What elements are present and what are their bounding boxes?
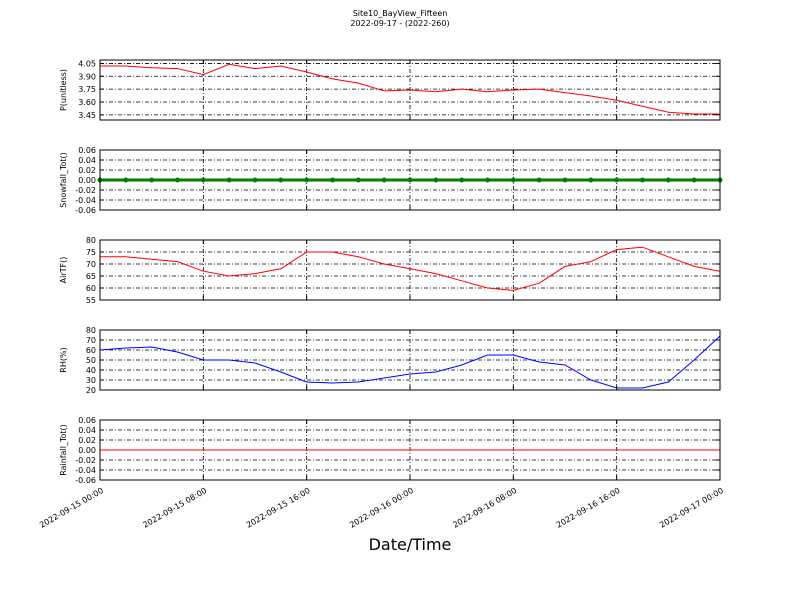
y-tick-label: 0.00: [78, 446, 96, 455]
y-tick-label: 3.60: [78, 98, 96, 107]
y-tick-label: 0.04: [78, 426, 96, 435]
data-point: [278, 177, 284, 183]
y-tick-label: 20: [86, 386, 96, 395]
y-tick-label: -0.02: [75, 186, 96, 195]
data-point: [510, 177, 516, 183]
y-axis-label: Rainfall_Tot(): [59, 424, 68, 476]
y-tick-label: -0.02: [75, 456, 96, 465]
y-tick-label: -0.04: [75, 466, 96, 475]
plot-frame: [99, 149, 721, 211]
y-tick-label: 3.90: [78, 72, 96, 81]
y-tick-label: 3.75: [78, 85, 96, 94]
y-tick-label: -0.04: [75, 196, 96, 205]
data-point: [226, 177, 232, 183]
data-line: [100, 246, 721, 291]
plot-frame: [99, 419, 721, 481]
data-point: [433, 177, 439, 183]
y-tick-label: 80: [86, 326, 96, 335]
y-axis-label: RH(%): [59, 347, 68, 372]
y-tick-label: 50: [86, 356, 96, 365]
y-tick-label: 70: [86, 260, 96, 269]
data-point: [304, 177, 310, 183]
chart-title: Site10_BayView_Fifteen: [353, 9, 448, 18]
y-tick-label: 0.02: [78, 166, 96, 175]
y-axis-label: AirTF(): [59, 257, 68, 284]
y-tick-label: 60: [86, 346, 96, 355]
data-point: [640, 177, 645, 183]
y-tick-label: 70: [86, 336, 96, 345]
data-point: [459, 177, 465, 183]
y-tick-label: 30: [86, 376, 96, 385]
data-point: [149, 177, 155, 183]
data-point: [562, 177, 568, 183]
y-tick-label: 4.05: [78, 59, 96, 68]
data-point: [536, 177, 542, 183]
y-tick-label: -0.06: [75, 476, 96, 485]
data-line: [100, 63, 720, 115]
y-axis-label: Snowfall_Tot(): [59, 152, 68, 208]
y-tick-label: 65: [86, 272, 96, 281]
y-tick-label: 0.06: [78, 146, 96, 155]
data-point: [614, 177, 620, 183]
data-point: [588, 177, 594, 183]
y-tick-label: 0.06: [78, 416, 96, 425]
y-tick-label: 0.02: [78, 436, 96, 445]
y-tick-label: 55: [86, 296, 96, 305]
data-point: [381, 177, 387, 183]
y-tick-label: 75: [86, 248, 96, 257]
x-axis-label: Date/Time: [369, 535, 452, 554]
plot-frame: [99, 59, 721, 121]
y-axis-label: P(unitless): [59, 69, 68, 111]
plot-frame: [99, 329, 721, 391]
plot-frame: [99, 239, 721, 301]
data-point: [200, 177, 206, 183]
y-tick-label: 40: [86, 366, 96, 375]
y-tick-label: 0.04: [78, 156, 96, 165]
chart-subtitle: 2022-09-17 - (2022-260): [350, 19, 449, 28]
data-point: [485, 177, 490, 183]
data-point: [407, 177, 413, 183]
data-line: [99, 335, 721, 389]
data-point: [665, 177, 671, 183]
y-tick-label: 0.00: [78, 176, 96, 185]
y-tick-label: -0.06: [75, 206, 96, 215]
data-point: [175, 177, 180, 183]
data-point: [123, 177, 129, 183]
data-point: [330, 177, 335, 183]
data-point: [252, 177, 258, 183]
y-tick-label: 60: [86, 284, 96, 293]
data-point: [355, 177, 361, 183]
y-tick-label: 80: [86, 236, 96, 245]
data-point: [691, 177, 697, 183]
y-tick-label: 3.45: [78, 111, 96, 120]
